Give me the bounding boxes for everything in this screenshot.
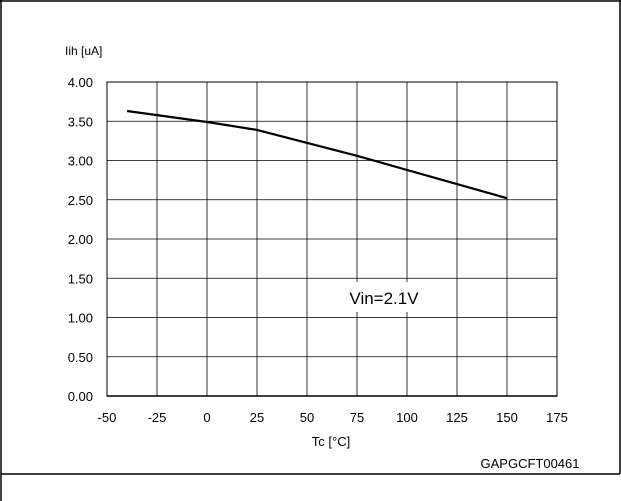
y-tick-label: 2.00: [68, 232, 93, 247]
y-tick-label: 0.50: [68, 350, 93, 365]
x-tick-label: -50: [98, 410, 117, 425]
x-axis-label: Tc [°C]: [312, 434, 350, 449]
figure-code: GAPGCFT00461: [481, 456, 580, 471]
x-tick-label: 100: [396, 410, 418, 425]
y-tick-label: 3.00: [68, 154, 93, 169]
x-tick-label: -25: [148, 410, 167, 425]
x-tick-labels: -50 -25 0 25 50 75 100 125 150 175: [98, 410, 568, 425]
y-tick-label: 2.50: [68, 193, 93, 208]
annotation-label: Vin=2.1V: [349, 289, 419, 308]
x-tick-label: 75: [350, 410, 364, 425]
annotation-background: [335, 282, 433, 312]
x-tick-label: 150: [496, 410, 518, 425]
series-line: [126, 109, 508, 200]
x-tick-label: 25: [250, 410, 264, 425]
y-axis-label: Iih [uA]: [65, 44, 102, 58]
y-tick-label: 3.50: [68, 114, 93, 129]
x-tick-label: 50: [300, 410, 314, 425]
y-tick-label: 4.00: [68, 75, 93, 90]
y-tick-labels: 0.00 0.50 1.00 1.50 2.00 2.50 3.00 3.50 4.00: [68, 75, 93, 404]
plot-area-border: [106, 81, 558, 397]
y-tick-label: 1.00: [68, 311, 93, 326]
x-tick-label: 175: [546, 410, 568, 425]
y-tick-label: 0.00: [68, 389, 93, 404]
y-tick-label: 1.50: [68, 271, 93, 286]
x-tick-label: 125: [446, 410, 468, 425]
data-series: [126, 109, 508, 200]
x-tick-label: 0: [203, 410, 210, 425]
grid-lines: [106, 81, 558, 397]
